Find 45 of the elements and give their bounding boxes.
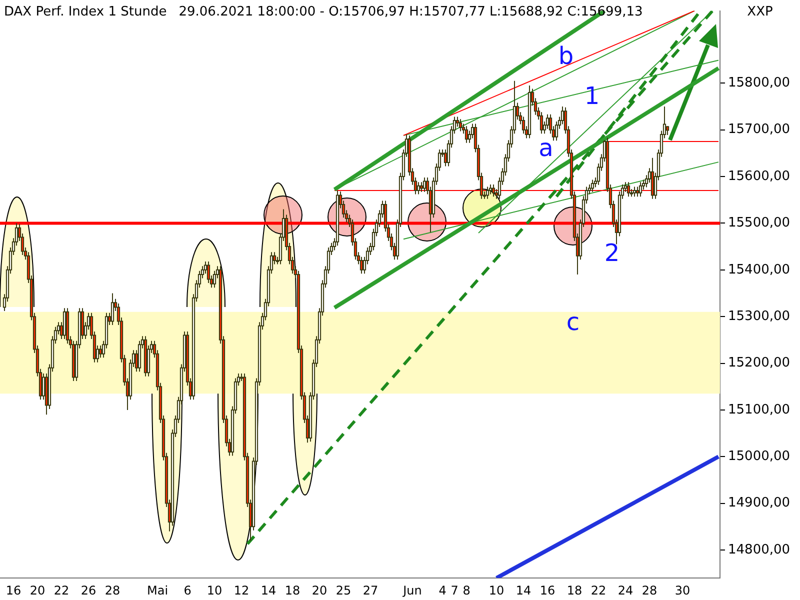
x-tick-label: 14 — [260, 583, 276, 598]
x-tick-label: 28 — [642, 583, 658, 598]
x-tick-label: 10 — [488, 583, 504, 598]
x-tick-label: 30 — [674, 583, 690, 598]
x-tick-label: 16 — [6, 583, 22, 598]
annotation: b — [558, 42, 574, 70]
chart-title: DAX Perf. Index 1 Stunde — [4, 4, 167, 20]
x-tick-label: 10 — [206, 583, 222, 598]
x-tick-label: 26 — [80, 583, 96, 598]
x-tick-label: 28 — [104, 583, 120, 598]
y-tick-label: 15600,00 — [728, 168, 790, 184]
x-tick-label: 22 — [590, 583, 606, 598]
y-tick-label: 15300,00 — [728, 308, 790, 324]
x-tick-label: 8 — [462, 583, 470, 598]
y-tick-label: 14800,00 — [728, 542, 790, 558]
x-tick-label: 18 — [566, 583, 582, 598]
y-tick-label: 14900,00 — [728, 496, 790, 511]
x-tick-label: 12 — [234, 583, 250, 598]
annotation: a — [538, 134, 554, 162]
x-tick-label: 20 — [312, 583, 328, 598]
y-tick-label: 15200,00 — [728, 356, 790, 371]
x-tick-label: 25 — [336, 583, 352, 598]
y-tick-label: 15500,00 — [728, 216, 790, 231]
x-tick-label: 27 — [362, 583, 378, 598]
x-tick-label: 14 — [516, 583, 532, 598]
x-tick-label: 7 — [450, 583, 458, 598]
annotation: 1 — [584, 82, 600, 110]
x-tick-label: Jun — [402, 583, 422, 598]
x-tick-label: 24 — [618, 583, 634, 598]
x-tick-label: 6 — [184, 583, 192, 598]
annotation: c — [566, 308, 580, 336]
chart-subtitle: 29.06.2021 18:00:00 - O:15706,97 H:15707,77 L:15688,92 C:15699,13 — [178, 4, 643, 20]
y-tick-label: 15100,00 — [728, 402, 790, 418]
y-tick-label: 15700,00 — [728, 122, 790, 138]
y-tick-label: 15000,00 — [728, 449, 790, 464]
annotation: 2 — [604, 239, 620, 268]
x-tick-label: 18 — [284, 583, 300, 598]
x-tick-label: 4 — [438, 583, 446, 598]
y-tick-label: 15400,00 — [728, 262, 790, 278]
x-tick-label: 20 — [30, 583, 46, 598]
y-tick-label: 15800,00 — [728, 76, 790, 91]
x-tick-label: Mai — [146, 583, 168, 598]
x-tick-label: 22 — [54, 583, 70, 598]
x-tick-label: 16 — [540, 583, 556, 598]
text: XXP — [747, 4, 773, 20]
